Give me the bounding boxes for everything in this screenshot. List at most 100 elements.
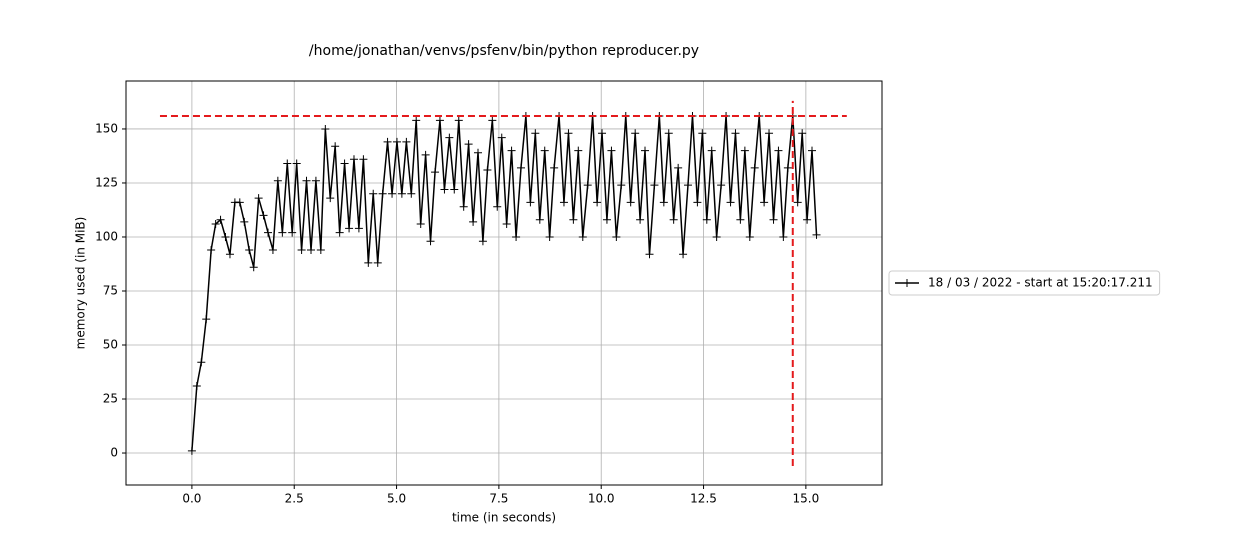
legend-box <box>888 270 1161 296</box>
data-marker <box>288 228 297 237</box>
data-marker <box>292 159 301 168</box>
data-marker <box>540 146 549 155</box>
data-marker <box>345 224 354 233</box>
data-marker <box>740 146 749 155</box>
data-marker <box>392 137 401 146</box>
data-marker <box>273 176 282 185</box>
data-marker <box>225 250 234 259</box>
data-marker <box>803 215 812 224</box>
data-marker <box>373 258 382 267</box>
data-marker <box>302 176 311 185</box>
data-marker <box>478 237 487 246</box>
data-line <box>191 115 818 451</box>
y-axis-label: memory used (in MiB) <box>74 217 88 350</box>
data-marker <box>450 185 459 194</box>
data-marker <box>254 194 263 203</box>
x-tick-label: 7.5 <box>489 492 508 506</box>
data-marker <box>593 198 602 207</box>
data-marker <box>507 146 516 155</box>
data-marker <box>354 224 363 233</box>
data-marker <box>278 228 287 237</box>
data-marker <box>431 168 440 177</box>
data-marker <box>311 176 320 185</box>
data-marker <box>488 116 497 125</box>
data-marker <box>321 124 330 133</box>
data-marker <box>607 146 616 155</box>
data-marker <box>259 211 268 220</box>
data-marker <box>421 150 430 159</box>
data-marker <box>264 228 273 237</box>
data-marker <box>750 163 759 172</box>
data-marker <box>535 215 544 224</box>
data-marker <box>335 228 344 237</box>
data-marker <box>349 155 358 164</box>
data-marker <box>445 133 454 142</box>
data-marker <box>736 215 745 224</box>
data-marker <box>397 189 406 198</box>
data-marker <box>745 232 754 241</box>
data-marker <box>612 232 621 241</box>
data-marker <box>221 232 230 241</box>
data-marker <box>340 159 349 168</box>
data-marker <box>564 129 573 138</box>
data-marker <box>192 382 201 391</box>
data-marker <box>731 129 740 138</box>
data-marker <box>440 185 449 194</box>
data-marker <box>550 163 559 172</box>
data-marker <box>407 189 416 198</box>
x-tick-label: 5.0 <box>387 492 406 506</box>
data-marker <box>187 446 196 455</box>
data-marker <box>245 245 254 254</box>
data-marker <box>526 198 535 207</box>
data-marker <box>307 245 316 254</box>
data-marker <box>516 163 525 172</box>
data-marker <box>216 215 225 224</box>
data-marker <box>426 237 435 246</box>
x-tick-label: 0.0 <box>182 492 201 506</box>
data-marker <box>235 198 244 207</box>
data-marker <box>769 215 778 224</box>
data-marker <box>583 181 592 190</box>
data-marker <box>497 133 506 142</box>
y-tick-label: 150 <box>95 121 118 135</box>
data-marker <box>474 148 483 157</box>
data-marker <box>211 220 220 229</box>
data-marker <box>493 202 502 211</box>
data-marker <box>798 129 807 138</box>
legend: 18 / 03 / 2022 - start at 15:20:17.211 <box>888 270 1161 296</box>
data-marker <box>359 155 368 164</box>
data-marker <box>712 232 721 241</box>
data-marker <box>412 116 421 125</box>
x-tick-label: 2.5 <box>285 492 304 506</box>
data-marker <box>774 146 783 155</box>
data-marker <box>207 245 216 254</box>
data-marker <box>707 146 716 155</box>
y-tick-label: 0 <box>110 446 118 460</box>
data-marker <box>765 129 774 138</box>
data-marker <box>664 129 673 138</box>
data-marker <box>574 146 583 155</box>
data-marker <box>268 245 277 254</box>
data-marker <box>631 129 640 138</box>
data-marker <box>698 129 707 138</box>
data-marker <box>602 215 611 224</box>
data-marker <box>402 137 411 146</box>
data-marker <box>197 358 206 367</box>
data-marker <box>679 250 688 259</box>
data-marker <box>283 159 292 168</box>
data-marker <box>202 315 211 324</box>
data-marker <box>378 189 387 198</box>
y-tick-label: 125 <box>95 175 118 189</box>
y-tick-label: 25 <box>103 392 118 406</box>
data-marker <box>779 232 788 241</box>
data-marker <box>808 146 817 155</box>
data-marker <box>559 198 568 207</box>
data-marker <box>545 232 554 241</box>
data-marker <box>388 189 397 198</box>
legend-label: 18 / 03 / 2022 - start at 15:20:17.211 <box>928 276 1153 290</box>
data-marker <box>717 181 726 190</box>
data-marker <box>369 189 378 198</box>
data-marker <box>645 250 654 259</box>
data-marker <box>650 181 659 190</box>
